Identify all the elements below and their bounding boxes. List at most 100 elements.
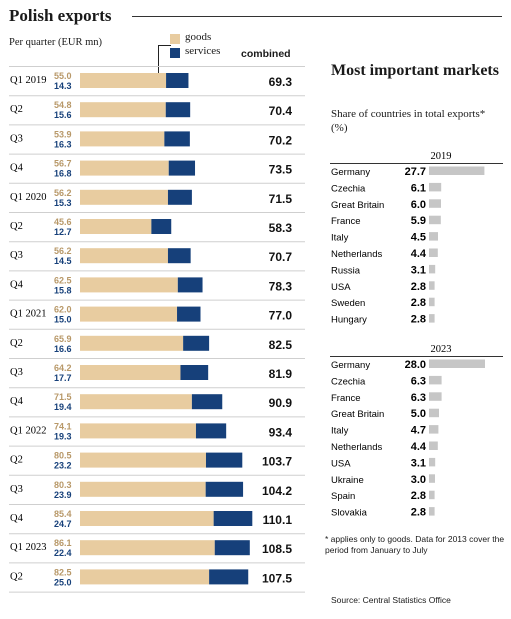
title-rule [132,16,502,17]
goods-value-label: 45.6 [54,217,72,227]
combined-value-label: 81.9 [269,367,293,381]
share-bar [429,474,435,483]
country-label: Czechia [331,376,366,387]
goods-value-label: 62.0 [54,305,72,315]
share-value-label: 6.0 [411,199,426,211]
goods-bar [80,452,206,468]
combined-value-label: 108.5 [262,542,292,556]
services-bar [167,248,191,264]
goods-bar [80,481,206,497]
quarter-label: Q2 [10,455,23,466]
services-value-label: 23.2 [54,461,72,471]
country-label: USA [331,458,351,469]
combined-value-label: 82.5 [269,338,293,352]
share-bar [429,297,435,307]
country-label: Ukraine [331,475,364,486]
share-value-label: 3.1 [411,457,426,469]
goods-bar [80,540,215,556]
goods-value-label: 71.5 [54,392,72,402]
share-bar [429,457,436,467]
combined-value-label: 90.9 [269,396,293,410]
combined-value-label: 73.5 [269,163,293,177]
country-label: France [331,393,361,404]
goods-bar [80,394,192,410]
services-value-label: 16.8 [54,169,72,179]
share-value-label: 2.8 [411,507,426,519]
chart-title: Polish exports [9,6,112,25]
quarter-label: Q3 [10,484,23,495]
country-label: Sweden [331,298,365,309]
combined-value-label: 104.2 [262,484,292,498]
share-bar [429,314,435,323]
services-value-label: 23.9 [54,490,72,500]
country-label: Hungary [331,315,367,326]
goods-bar [80,160,169,176]
quarter-label: Q4 [10,513,24,524]
quarter-label: Q4 [10,279,24,290]
quarter-label: Q2 [10,104,23,115]
services-bar [151,219,172,234]
legend-services-label: services [185,45,221,57]
quarter-label: Q1 2022 [10,425,46,436]
share-value-label: 27.7 [405,166,426,178]
combined-column-header: combined [241,48,291,60]
services-bar [166,73,189,88]
country-label: Russia [331,265,361,276]
services-bar [213,511,253,526]
share-bar [429,507,435,516]
combined-value-label: 78.3 [269,279,293,293]
goods-bar [80,131,165,147]
services-bar [177,277,203,293]
footnote: * applies only to goods. Data for 2013 c… [325,534,505,555]
combined-value-label: 69.3 [269,75,293,89]
services-value-label: 19.3 [54,431,72,441]
services-value-label: 15.3 [54,198,72,208]
services-value-label: 15.0 [54,315,72,325]
country-label: Slovakia [331,508,368,519]
share-bar [429,215,441,225]
country-label: Czechia [331,183,366,194]
goods-value-label: 64.2 [54,363,72,373]
legend-goods-label: goods [185,31,212,43]
country-label: Great Britain [331,200,384,211]
goods-value-label: 80.3 [54,480,72,490]
services-bar [191,394,223,410]
markets-2019-chart: 2019 Germany 27.7 Czechia 6.1 Great Britain 6.… [330,151,503,326]
goods-bar [80,73,167,88]
goods-bar [80,423,196,439]
services-bar [205,452,243,468]
quarter-label: Q2 [10,571,23,582]
goods-value-label: 55.0 [54,71,72,81]
quarter-label: Q3 [10,133,23,144]
services-value-label: 19.4 [54,402,72,412]
legend-pointer-line [158,45,171,76]
country-label: Germany [331,360,370,371]
share-value-label: 3.1 [411,264,426,276]
services-value-label: 14.5 [54,256,72,266]
share-value-label: 4.5 [411,232,426,244]
country-label: Germany [331,167,370,178]
country-label: France [331,216,361,227]
share-bar [429,232,438,241]
goods-bar [80,335,184,351]
goods-value-label: 80.5 [54,451,72,461]
goods-bar [80,306,178,322]
share-value-label: 6.3 [411,375,426,387]
services-value-label: 17.7 [54,373,72,383]
exports-stacked-bar-chart: Q1 2019 55.014.3 69.3Q2 54.815.6 70.4Q3 53.91… [9,66,305,593]
share-bar [429,199,441,208]
share-bar [429,425,439,434]
services-value-label: 14.3 [54,81,72,91]
quarter-label: Q3 [10,367,23,378]
year-label: 2023 [431,344,452,355]
goods-value-label: 86.1 [54,538,72,548]
combined-value-label: 70.4 [269,104,293,118]
share-value-label: 2.8 [411,297,426,309]
legend-goods-swatch [170,34,180,44]
combined-value-label: 70.7 [269,250,293,264]
goods-bar [80,219,152,234]
services-bar [183,335,210,351]
share-value-label: 5.0 [411,408,426,420]
combined-value-label: 110.1 [263,513,293,527]
markets-title: Most important markets [331,62,499,79]
